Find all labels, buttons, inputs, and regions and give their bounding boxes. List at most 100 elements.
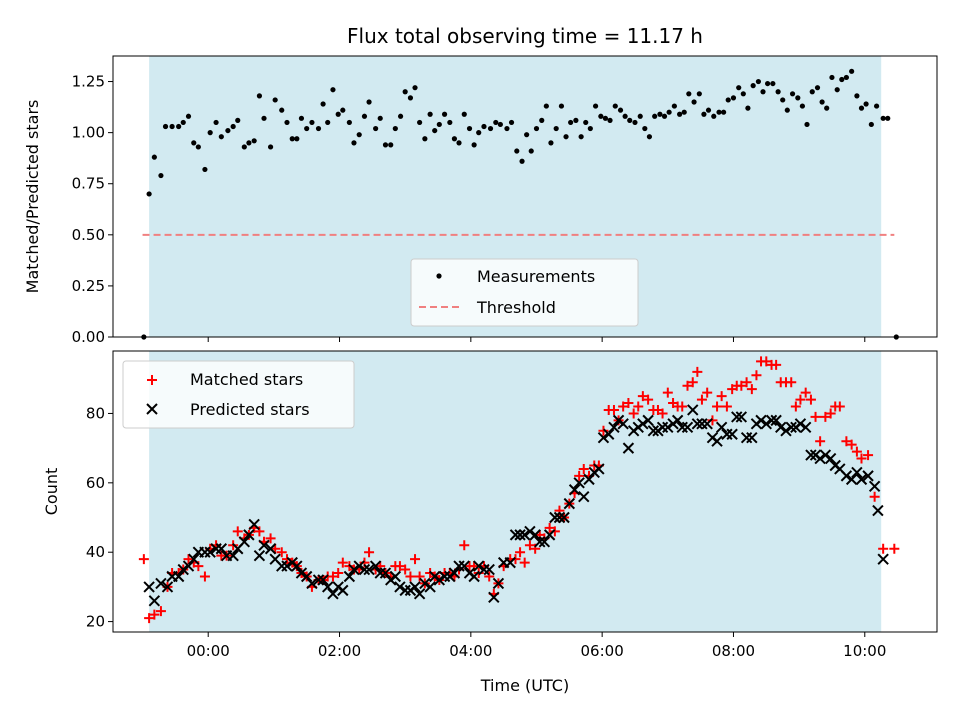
matched-star-point [677, 401, 688, 412]
measurement-point [417, 119, 423, 126]
predicted-star-point [735, 411, 748, 423]
predicted-star-point [348, 563, 360, 576]
measurement-point [294, 136, 300, 142]
predicted-star-point [358, 563, 371, 576]
predicted-star-point [603, 428, 615, 440]
predicted-star-point [161, 581, 174, 593]
predicted-star-point [509, 529, 522, 541]
count-y-tick-label: 60 [86, 474, 105, 492]
measurement-point [158, 172, 164, 179]
predicted-star-point [337, 584, 349, 597]
predicted-star-point [312, 574, 325, 586]
measurement-point [696, 91, 702, 97]
ratio-y-tick-label: 1.00 [72, 124, 105, 142]
predicted-star-point [731, 411, 743, 423]
matched-star-point [623, 398, 634, 409]
predicted-star-point [726, 428, 738, 440]
measurement-point [366, 99, 372, 105]
measurement-point [330, 87, 336, 93]
predicted-star-point [872, 504, 884, 517]
measurement-point [578, 134, 584, 140]
measurement-point [750, 83, 756, 89]
predicted-star-point [877, 553, 889, 565]
ratio-y-tick-label: 1.25 [72, 73, 105, 91]
measurement-point [755, 78, 762, 85]
matched-star-point [841, 436, 852, 447]
ratio-x-ticks [207, 337, 866, 342]
matched-star-point [394, 561, 405, 572]
matched-star-point [574, 470, 585, 481]
count-y-tick-label: 40 [86, 543, 105, 561]
measurement-point [218, 134, 224, 140]
predicted-star-point [448, 567, 461, 579]
measurement-point [880, 115, 886, 121]
predicted-star-point [258, 539, 270, 551]
matched-star-point [800, 387, 811, 398]
predicted-stars-series [143, 404, 889, 607]
predicted-star-point [568, 484, 581, 496]
measurement-point [309, 119, 315, 126]
predicted-star-point [504, 556, 516, 569]
measurement-point [563, 134, 569, 140]
measurement-point [681, 109, 687, 115]
predicted-star-point [492, 577, 505, 590]
ratio-y-tick-label: 0.75 [72, 175, 105, 193]
measurement-point [617, 107, 624, 113]
predicted-star-point [681, 421, 694, 434]
matched-star-point [805, 394, 816, 405]
measurement-point [528, 148, 534, 154]
predicted-star-point [143, 581, 155, 593]
measurement-point [804, 121, 810, 128]
measurement-point [346, 119, 352, 126]
matched-star-point [327, 571, 338, 582]
measurement-point [487, 125, 494, 132]
measurement-point [169, 123, 175, 130]
measurement-point [548, 140, 554, 146]
matched-star-point [820, 411, 831, 422]
predicted-star-point [543, 529, 556, 541]
measurement-point [587, 125, 593, 132]
measurement-point [320, 101, 326, 107]
predicted-star-point [868, 480, 881, 493]
matched-star-point [687, 377, 698, 388]
legend-threshold-label: Threshold [476, 298, 556, 317]
measurement-point [382, 142, 389, 148]
ratio-legend: Measurements Threshold [410, 258, 639, 327]
predicted-star-point [473, 560, 485, 572]
count-x-tick-label: 02:00 [318, 642, 361, 660]
matched-star-point [815, 436, 826, 447]
predicted-star-point [622, 442, 635, 454]
matched-star-point [144, 613, 155, 624]
matched-star-point [138, 554, 149, 565]
predicted-star-point [468, 570, 480, 583]
measurement-point [843, 74, 849, 81]
measurement-point [162, 123, 169, 130]
measurement-point [829, 74, 835, 81]
measurement-point [524, 132, 530, 138]
predicted-star-point [524, 525, 536, 538]
predicted-star-point [379, 567, 392, 579]
matched-star-point [741, 377, 752, 388]
predicted-star-point [687, 404, 699, 416]
matched-star-point [410, 554, 421, 565]
matched-star-point [337, 557, 348, 568]
measurement-point [598, 113, 604, 119]
matched-star-point [549, 526, 560, 537]
measurement-point [361, 113, 368, 119]
measurements-series [141, 68, 899, 340]
measurement-point [471, 142, 477, 148]
measurement-point [652, 113, 658, 119]
matched-star-point [333, 568, 344, 579]
predicted-star-point [409, 581, 421, 593]
predicted-star-point [458, 560, 470, 572]
measurement-point [432, 127, 438, 134]
predicted-star-point [642, 414, 654, 427]
measurement-point [711, 113, 717, 119]
measurement-point [146, 191, 152, 197]
count-legend-box [122, 360, 355, 429]
predicted-star-point [389, 570, 402, 583]
predicted-star-point [691, 418, 704, 430]
predicted-star-point [291, 560, 303, 572]
measurement-point [481, 123, 487, 130]
measurement-point [533, 125, 540, 132]
